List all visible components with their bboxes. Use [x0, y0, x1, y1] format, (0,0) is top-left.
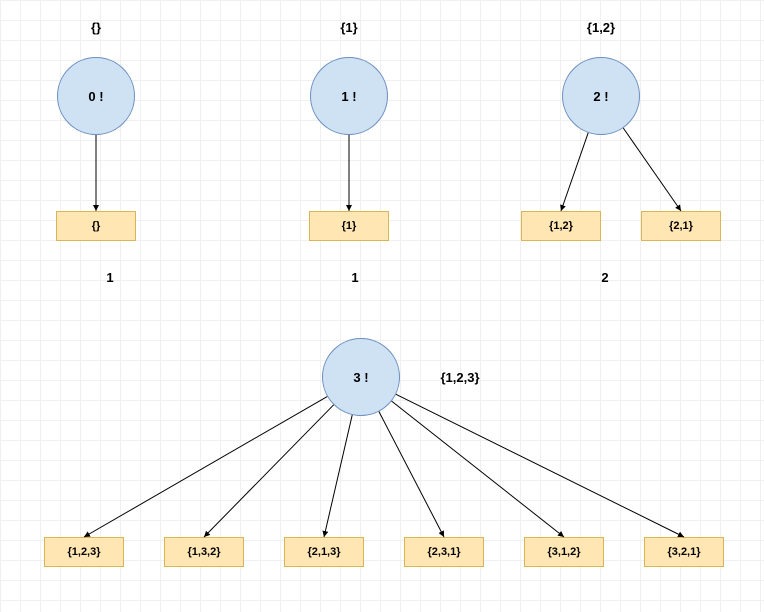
count-label: 2: [601, 270, 608, 285]
set-label: {}: [91, 20, 101, 35]
permutation-box: {1,2}: [521, 211, 601, 241]
permutation-box: {1}: [309, 211, 389, 241]
count-label: 1: [106, 270, 113, 285]
set-label: {1}: [340, 20, 357, 35]
count-label: 1: [351, 270, 358, 285]
factorial-node: 1 !: [310, 57, 388, 135]
permutation-box: {2,1,3}: [284, 537, 364, 567]
permutation-box: {1,3,2}: [164, 537, 244, 567]
permutation-box: {}: [56, 211, 136, 241]
factorial-node: 3 !: [322, 338, 400, 416]
permutation-box: {1,2,3}: [44, 537, 124, 567]
permutation-box: {3,2,1}: [644, 537, 724, 567]
set-label: {1,2}: [587, 20, 615, 35]
permutation-box: {3,1,2}: [524, 537, 604, 567]
shape-layer: 0 ! 1 ! 2 ! 3 ! {} {1} {1,2} {2,1} {1,2,3} {1,3,2…: [0, 0, 764, 612]
set-label: {1,2,3}: [440, 370, 479, 385]
factorial-node: 0 !: [57, 57, 135, 135]
permutation-box: {2,1}: [641, 211, 721, 241]
factorial-node: 2 !: [562, 57, 640, 135]
permutation-box: {2,3,1}: [404, 537, 484, 567]
